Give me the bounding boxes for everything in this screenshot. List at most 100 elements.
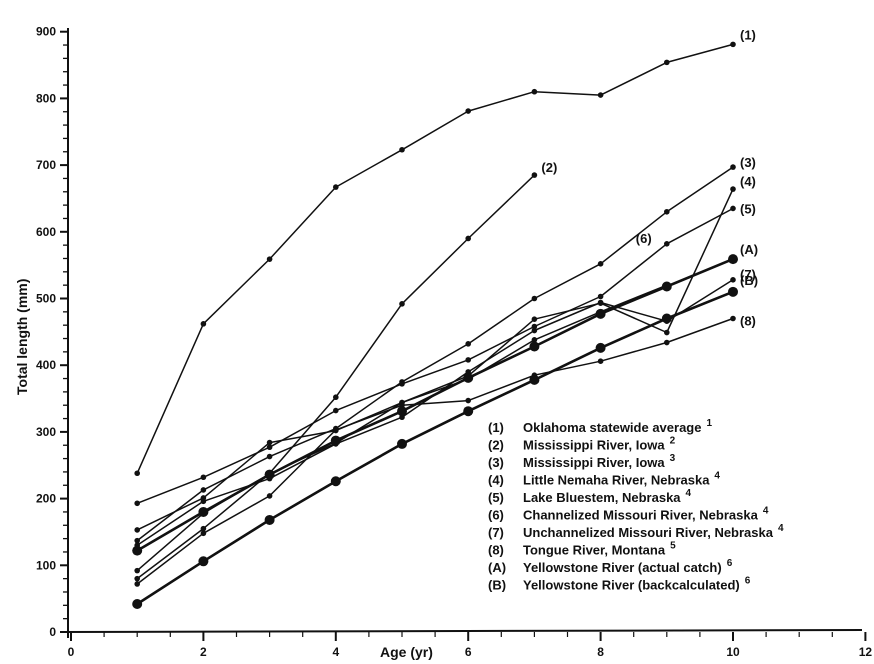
series-layer: (1) (2) (3) (4) (5) (6) (7) (8) (A) (B) [132,27,758,609]
series-end-label: (7) [740,267,756,282]
y-axis-ticks: 0 100 200 300 400 500 600 700 800 900 [36,25,68,639]
data-point [531,337,538,343]
legend-entry: (8) Tongue River, Montana 5 [488,541,676,558]
data-point [664,208,670,215]
legend-entry: (1) Oklahoma statewide average 1 [488,418,712,435]
legend-entry: (3) Mississippi River, Iowa 3 [488,453,676,470]
data-point [330,435,341,446]
x-axis-line [59,629,863,633]
data-point [531,316,538,322]
series-end-label: (8) [740,314,756,329]
legend-name: Tongue River, Montana [523,543,666,558]
series-end-label: (1) [740,27,756,42]
y-axis-title: Total length (mm) [14,279,30,395]
data-point [134,575,140,582]
data-point [200,474,207,481]
series-2: (2) [134,160,557,582]
data-point [330,476,341,487]
data-point [264,514,275,525]
legend-entry: (A) Yellowstone River (actual catch) 6 [488,558,733,575]
y-tick-label: 0 [49,625,56,639]
legend-name: Mississippi River, Iowa [523,438,665,453]
data-point [531,327,538,334]
series-3: (3) [134,155,756,544]
data-point [333,394,339,401]
y-tick-label: 700 [36,158,56,172]
legend-reference: 4 [714,471,720,482]
legend-key: (3) [488,455,504,470]
series-line [136,317,734,585]
data-point [198,556,209,567]
data-point [399,146,405,153]
data-point [529,341,540,352]
series-end-label: (A) [740,242,758,257]
x-tick-label: 4 [332,645,339,659]
legend-name: Yellowstone River (backcalculated) [523,578,740,593]
legend-name: Yellowstone River (actual catch) [523,560,722,575]
legend-reference: 4 [778,523,784,534]
legend-key: (8) [488,543,504,558]
legend-key: (2) [488,438,504,453]
series-end-label: (6) [636,231,652,246]
series-line [136,279,734,546]
series-line [136,290,734,606]
data-point [333,184,339,190]
data-point [465,397,472,404]
legend-name: Mississippi River, Iowa [523,455,665,470]
legend-reference: 5 [670,541,676,552]
data-point [730,41,736,48]
data-point [661,281,672,292]
data-point [664,241,670,247]
x-tick-label: 12 [859,645,873,659]
data-point [730,315,736,322]
x-axis-ticks: 0 2 4 6 8 10 12 [68,632,873,659]
data-point [132,545,143,556]
series-1: (1) [134,27,756,477]
y-tick-label: 400 [36,358,56,372]
data-point [597,358,604,364]
data-point [200,525,207,532]
legend-entry: (B) Yellowstone River (backcalculated) 6 [488,576,751,593]
legend-key: (4) [488,473,504,488]
y-tick-label: 800 [36,91,56,105]
data-point [595,308,606,319]
y-tick-label: 300 [36,425,56,439]
series-a: (A) [132,242,758,556]
legend-reference: 6 [727,558,733,569]
legend-entry: (6) Channelized Missouri River, Nebraska 4 [488,506,769,523]
data-point [730,186,736,192]
legend-entry: (4) Little Nemaha River, Nebraska 4 [488,471,720,488]
data-point [134,567,140,574]
legend-entry: (2) Mississippi River, Iowa 2 [488,436,676,453]
data-point [531,172,538,178]
data-point [465,235,472,242]
data-point [134,581,140,587]
series-line [136,207,734,504]
data-point [399,301,405,307]
y-tick-label: 100 [36,558,56,572]
legend-name: Little Nemaha River, Nebraska [523,473,710,488]
data-point [198,506,209,517]
series-line [136,43,734,474]
legend-entry: (5) Lake Bluestem, Nebraska 4 [488,488,692,505]
series-7: (7) [134,267,756,549]
data-point [134,537,140,544]
data-point [465,357,472,363]
data-point [595,342,606,353]
data-point [661,313,672,324]
data-point [266,453,273,460]
series-b: (B) [132,273,758,609]
data-point [134,500,140,507]
legend-key: (5) [488,490,504,505]
legend-reference: 4 [686,488,692,499]
series-end-label: (3) [740,155,756,170]
legend-name: Oklahoma statewide average [523,420,701,435]
data-point [730,277,736,283]
data-point [200,321,207,327]
x-tick-label: 6 [465,645,472,659]
legend-reference: 6 [745,576,751,587]
data-point [597,299,604,306]
series-line [136,257,734,552]
